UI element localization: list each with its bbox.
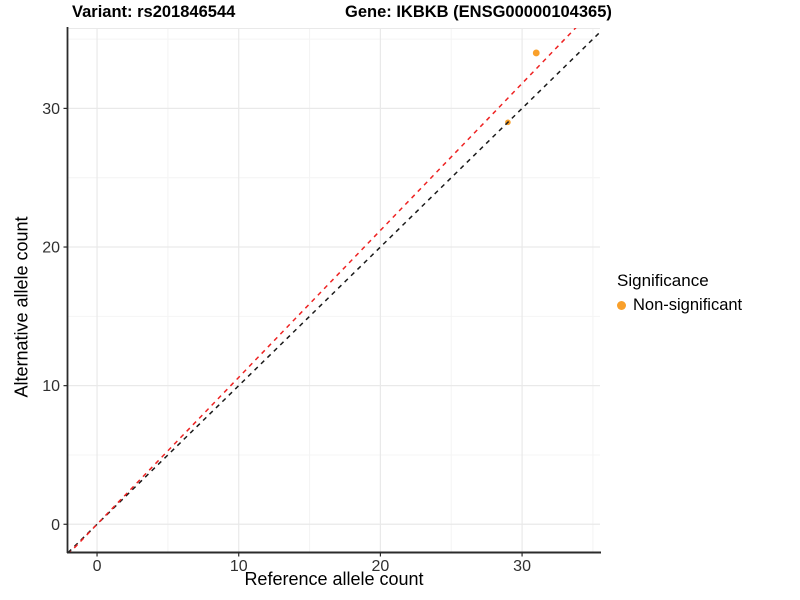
x-tick-label: 10 <box>230 558 248 575</box>
y-axis-label: Alternative allele count <box>11 216 32 398</box>
x-tick-label: 0 <box>93 558 102 575</box>
y-tick-label: 30 <box>42 101 60 118</box>
x-tick-label: 30 <box>513 558 531 575</box>
plot-title-gene: Gene: IKBKB (ENSG00000104365) <box>345 3 612 21</box>
legend-item-non-significant: Non-significant <box>617 296 742 315</box>
y-tick-label: 0 <box>51 517 60 534</box>
x-tick-label: 20 <box>372 558 390 575</box>
y-tick-label: 20 <box>42 240 60 257</box>
legend-item-label: Non-significant <box>633 296 743 314</box>
legend-point-icon <box>617 301 626 310</box>
expected-ratio-line <box>69 28 577 552</box>
identity-line <box>68 31 600 552</box>
data-point <box>532 49 540 57</box>
y-tick-label: 10 <box>42 378 60 395</box>
legend: Significance Non-significant <box>617 271 742 315</box>
legend-title: Significance <box>617 271 709 290</box>
plot-title-variant: Variant: rs201846544 <box>72 3 236 21</box>
x-axis-label: Reference allele count <box>244 569 424 589</box>
